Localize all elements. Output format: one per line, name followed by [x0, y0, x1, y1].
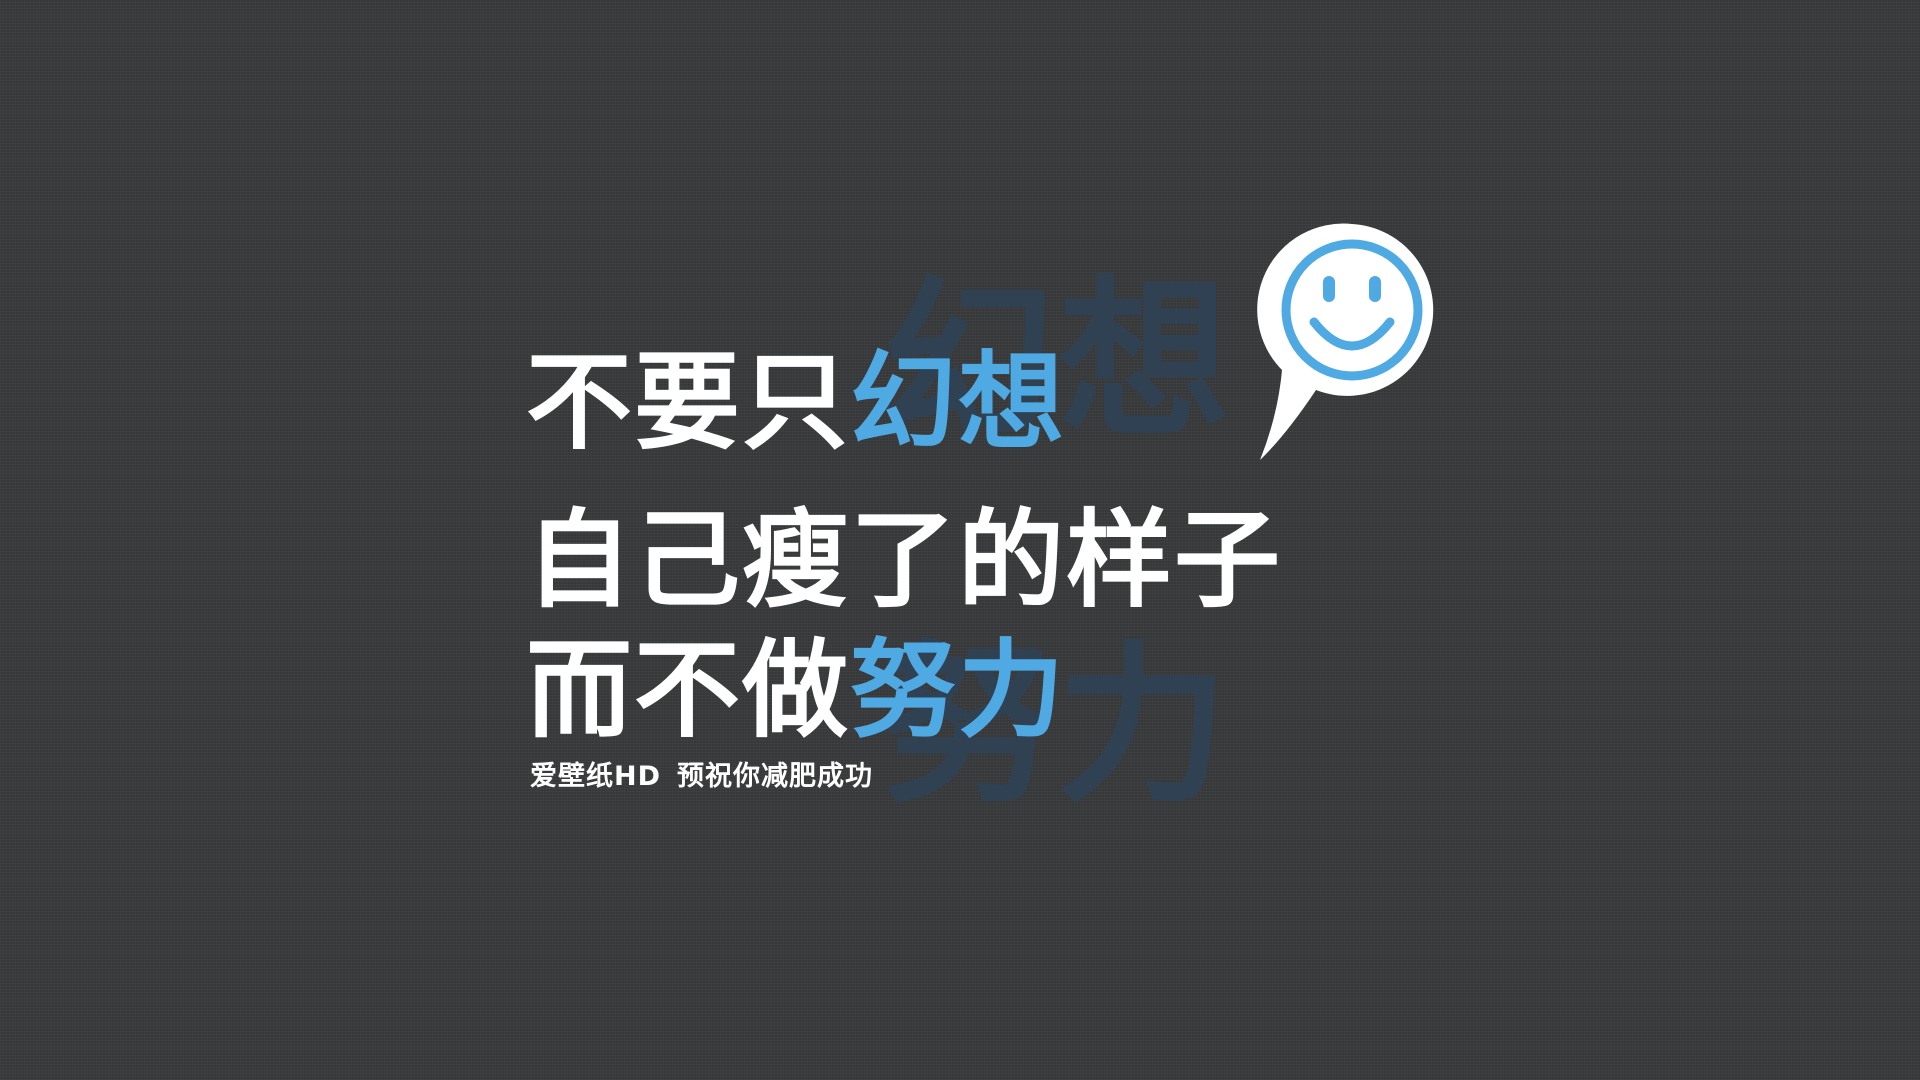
- footnote-wish: 预祝你减肥成功: [677, 761, 874, 792]
- headline-line-3-plain: 而不做: [526, 629, 850, 752]
- ghost-word-effort: 努力: [880, 625, 1232, 826]
- footnote: 爱壁纸HD 预祝你减肥成功: [530, 754, 873, 793]
- headline-line-1: 不要只幻想: [526, 350, 1066, 456]
- smiley-right-eye: [1369, 276, 1381, 302]
- ghost-word-fantasy: 幻想: [882, 260, 1234, 461]
- headline-line-2: 自己瘦了的样子: [526, 499, 1282, 622]
- headline-line-1-accent: 幻想: [850, 341, 1066, 464]
- headline-line-3: 而不做努力: [526, 638, 1066, 744]
- smiley-left-eye: [1323, 276, 1335, 302]
- headline-line-1-plain: 不要只: [526, 341, 850, 464]
- smiley-face-ring: [1281, 239, 1423, 381]
- smiley-location-pin-icon: [1257, 223, 1434, 460]
- smiley-mouth: [1309, 317, 1395, 351]
- headline-line-3-accent: 努力: [850, 629, 1066, 752]
- footnote-brand: 爱壁纸HD: [530, 761, 662, 792]
